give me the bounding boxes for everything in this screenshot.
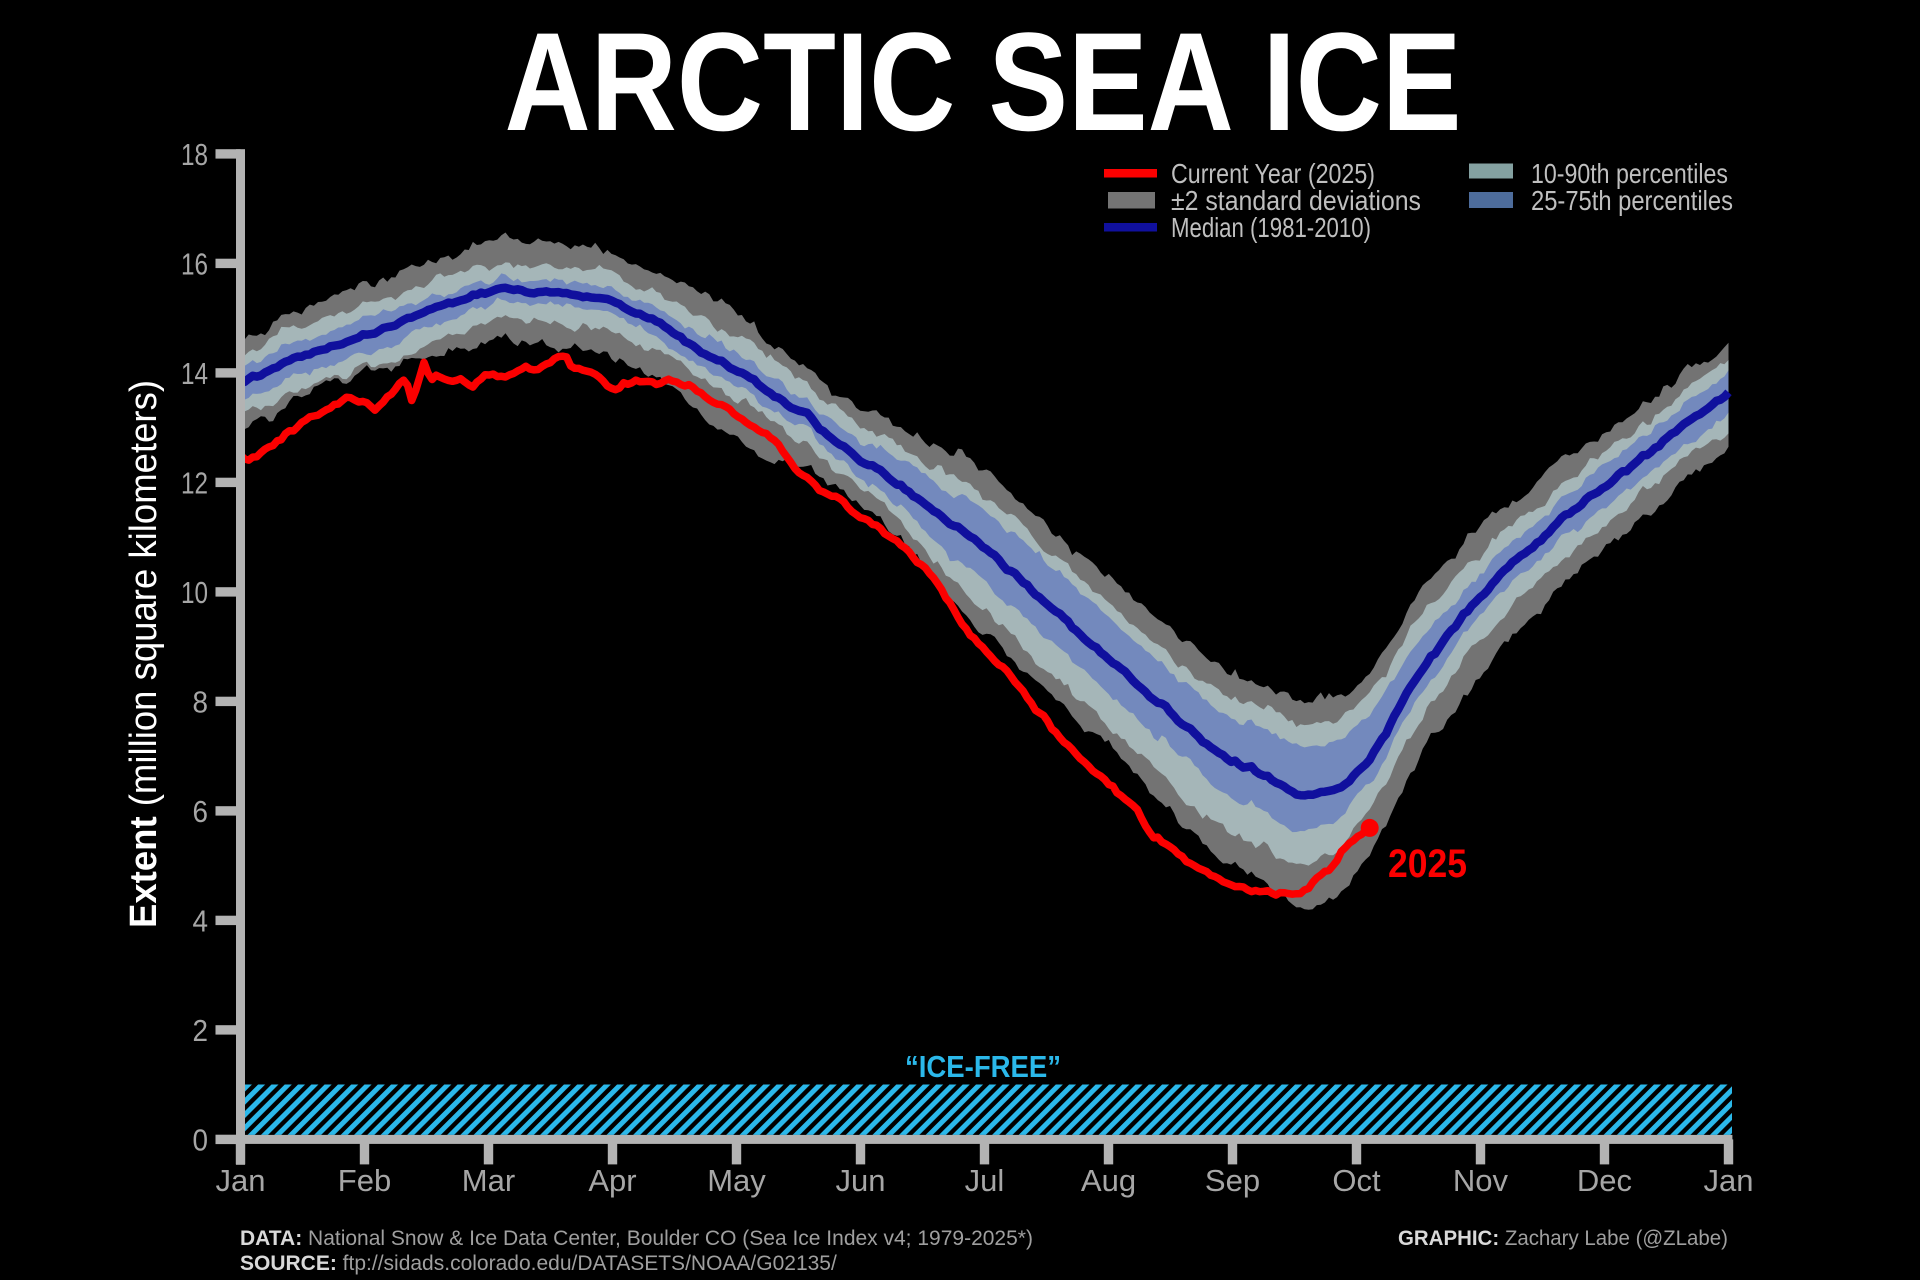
svg-text:±2 standard deviations: ±2 standard deviations (1171, 185, 1421, 216)
svg-text:SOURCE: ftp://sidads.colorado.: SOURCE: ftp://sidads.colorado.edu/DATASE… (240, 1252, 837, 1275)
svg-text:Mar: Mar (462, 1163, 515, 1198)
svg-text:Jul: Jul (965, 1163, 1005, 1198)
svg-text:Aug: Aug (1081, 1163, 1136, 1198)
svg-text:Oct: Oct (1332, 1163, 1381, 1198)
svg-text:Dec: Dec (1577, 1163, 1632, 1198)
svg-text:Median (1981-2010): Median (1981-2010) (1171, 212, 1371, 243)
svg-text:6: 6 (193, 794, 209, 829)
svg-text:2: 2 (193, 1013, 209, 1048)
svg-text:May: May (707, 1163, 766, 1198)
svg-text:10: 10 (181, 575, 208, 610)
svg-text:Jun: Jun (836, 1163, 886, 1198)
svg-text:Nov: Nov (1453, 1163, 1509, 1198)
svg-text:0: 0 (193, 1122, 209, 1157)
svg-text:“ICE-FREE”: “ICE-FREE” (905, 1049, 1061, 1084)
svg-text:14: 14 (181, 356, 208, 391)
svg-text:18: 18 (181, 137, 208, 172)
svg-text:25-75th percentiles: 25-75th percentiles (1531, 185, 1733, 216)
svg-text:16: 16 (181, 246, 208, 281)
svg-text:DATA: National Snow & Ice Data: DATA: National Snow & Ice Data Center, B… (240, 1227, 1033, 1250)
svg-text:Apr: Apr (588, 1163, 636, 1198)
svg-text:2025: 2025 (1388, 842, 1467, 886)
svg-text:Jan: Jan (1704, 1163, 1754, 1198)
svg-text:12: 12 (181, 465, 208, 500)
svg-text:8: 8 (193, 684, 209, 719)
svg-text:GRAPHIC: Zachary Labe (@ZLabe): GRAPHIC: Zachary Labe (@ZLabe) (1398, 1227, 1728, 1250)
svg-text:10-90th percentiles: 10-90th percentiles (1531, 158, 1728, 189)
svg-text:Sep: Sep (1205, 1163, 1260, 1198)
svg-text:ARCTIC SEA ICE: ARCTIC SEA ICE (505, 3, 1462, 160)
svg-text:Current Year (2025): Current Year (2025) (1171, 158, 1375, 189)
svg-text:4: 4 (193, 903, 209, 938)
svg-text:Extent (million square kilomet: Extent (million square kilometers) (123, 380, 165, 928)
svg-text:Jan: Jan (216, 1163, 266, 1198)
svg-text:Feb: Feb (338, 1163, 391, 1198)
